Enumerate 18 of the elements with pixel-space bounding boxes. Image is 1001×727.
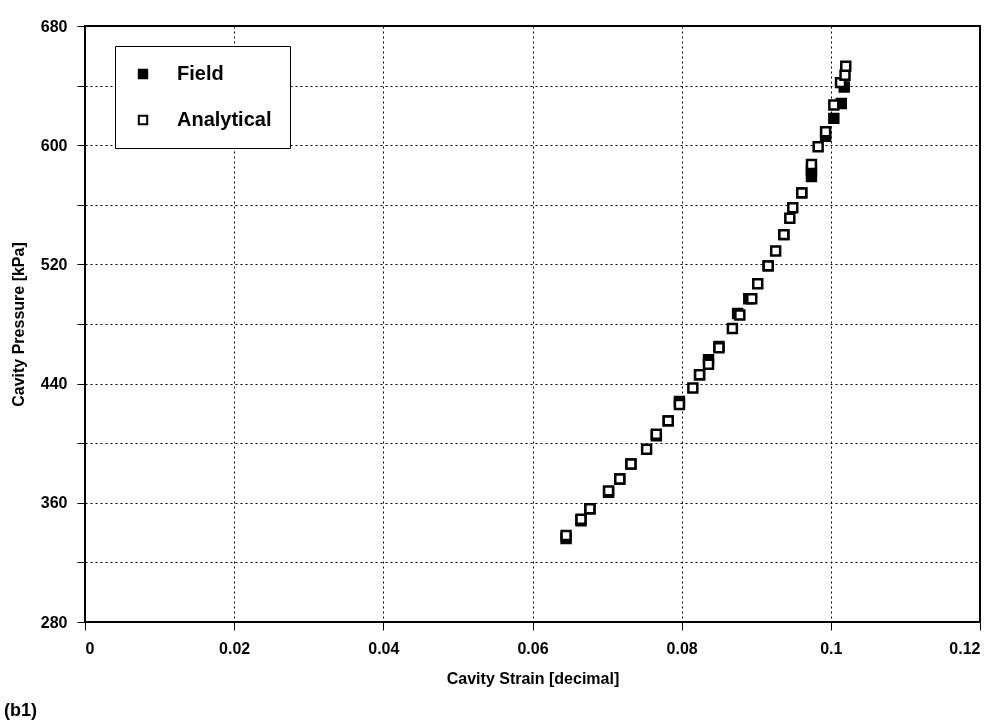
x-tick-label: 0 [85,639,95,657]
legend-label: Analytical [177,108,272,130]
y-axis-title: Cavity Pressure [kPa] [9,242,27,407]
x-tick-label: 0.02 [219,639,251,657]
y-tick-label: 600 [40,136,68,154]
y-tick-label: 440 [40,375,68,393]
text: (b1) [4,700,37,721]
x-tick-label: 0.1 [820,639,843,657]
x-tick-label: 0.04 [368,639,400,657]
y-tick-label: 360 [40,494,68,512]
x-axis-title: Cavity Strain [decimal] [446,669,620,687]
y-tick-label: 520 [40,255,68,273]
x-tick-label: 0.06 [517,639,549,657]
y-tick-label: 680 [40,17,68,35]
y-tick-label: 280 [40,613,68,631]
legend-label: Field [177,62,224,84]
x-tick-label: 0.12 [949,639,981,657]
x-tick-label: 0.08 [666,639,698,657]
